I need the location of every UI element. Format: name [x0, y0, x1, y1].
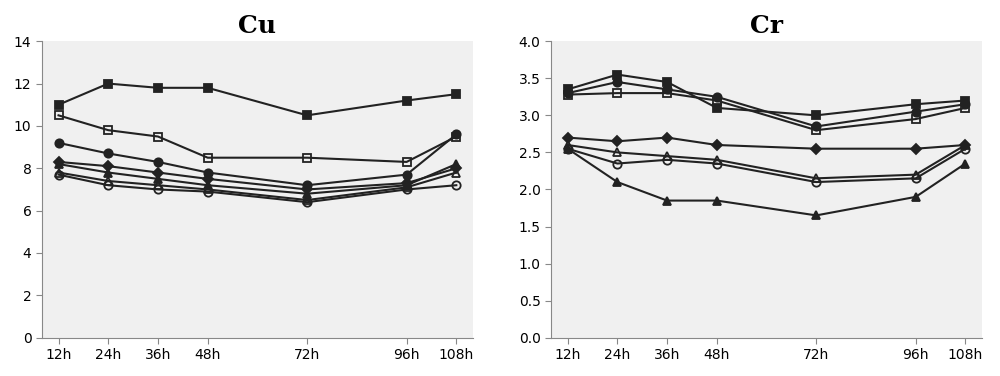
Title: Cu: Cu — [238, 14, 276, 38]
Title: Cr: Cr — [750, 14, 783, 38]
